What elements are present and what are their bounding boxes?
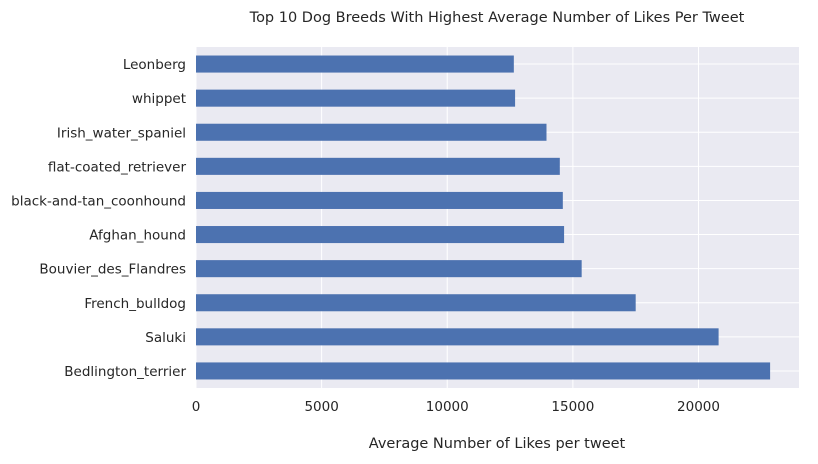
bar-black-and-tan_coonhound (196, 191, 563, 209)
x-axis-label: Average Number of Likes per tweet (369, 436, 626, 452)
category-label: flat-coated_retriever (48, 159, 187, 175)
chart-title: Top 10 Dog Breeds With Highest Average N… (249, 10, 745, 26)
bar-Saluki (196, 328, 719, 346)
category-labels: Bedlington_terrier Saluki French_bulldog Bo… (11, 57, 186, 380)
category-label: whippet (132, 91, 186, 107)
category-label: Saluki (145, 330, 186, 346)
x-tick-label: 5000 (304, 399, 338, 415)
category-label: French_bulldog (84, 296, 186, 312)
x-tick-labels: 0 5000 10000 15000 20000 (192, 399, 720, 415)
category-label: Bouvier_des_Flandres (39, 262, 186, 278)
bar-whippet (196, 89, 516, 107)
bar-flat-coated_retriever (196, 157, 560, 175)
category-label: Leonberg (123, 57, 186, 73)
bar-Leonberg (196, 55, 514, 73)
bar-Bedlington_terrier (196, 362, 771, 380)
category-label: Afghan_hound (89, 228, 186, 244)
bar-French_bulldog (196, 294, 636, 312)
bar-Afghan_hound (196, 226, 565, 244)
x-tick-label: 15000 (551, 399, 594, 415)
x-tick-label: 0 (192, 399, 201, 415)
x-tick-label: 10000 (426, 399, 469, 415)
x-tick-label: 20000 (677, 399, 720, 415)
category-label: Irish_water_spaniel (57, 125, 186, 141)
bar-Bouvier_des_Flandres (196, 260, 582, 278)
category-label: Bedlington_terrier (64, 364, 186, 380)
bar-Irish_water_spaniel (196, 123, 547, 141)
bars (196, 55, 771, 380)
category-label: black-and-tan_coonhound (11, 193, 186, 209)
